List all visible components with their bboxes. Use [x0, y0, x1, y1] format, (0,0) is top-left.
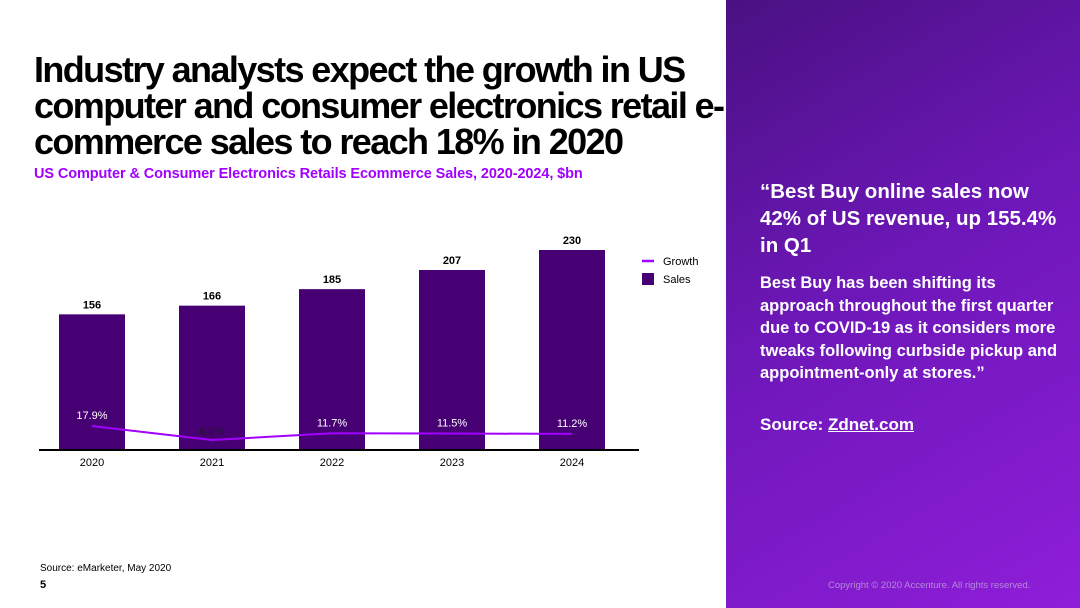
- growth-label-2022: 11.7%: [317, 417, 348, 429]
- quote-source-link[interactable]: Zdnet.com: [828, 415, 914, 434]
- quote-source-label: Source:: [760, 415, 829, 434]
- sales-bar-2020: [59, 314, 125, 450]
- quote-source: Source: Zdnet.com: [760, 415, 1060, 435]
- sales-growth-chart: 156 2020 166 2021 185 2022 207 2023 230 2024 17.9%…: [39, 235, 698, 469]
- quote-title: “Best Buy online sales now 42% of US rev…: [760, 180, 1057, 257]
- growth-label-2020: 17.9%: [76, 410, 107, 422]
- sales-bar-2021: [179, 305, 245, 450]
- copyright-notice: Copyright © 2020 Accenture. All rights r…: [828, 580, 1031, 591]
- growth-label-2023: 11.5%: [437, 418, 468, 430]
- sales-bar-2022: [299, 289, 365, 450]
- page-number: 5: [40, 579, 47, 591]
- chart-subtitle: US Computer & Consumer Electronics Retai…: [34, 166, 583, 182]
- sales-bar-2024: [539, 250, 605, 450]
- legend-sales-label: Sales: [663, 274, 691, 286]
- growth-label-2024: 11.2%: [557, 418, 588, 430]
- x-tick-label-2023: 2023: [440, 457, 464, 469]
- x-tick-label-2024: 2024: [560, 457, 584, 469]
- x-tick-label-2021: 2021: [200, 457, 224, 469]
- growth-label-2021: 6.0%: [199, 426, 224, 438]
- sales-value-label-2021: 166: [203, 291, 221, 303]
- sales-value-label-2023: 207: [443, 255, 461, 267]
- sales-value-label-2022: 185: [323, 274, 341, 286]
- source-note: Source: eMarketer, May 2020: [40, 563, 172, 574]
- growth-line: [91, 425, 573, 442]
- x-tick-label-2022: 2022: [320, 457, 344, 469]
- sales-value-label-2024: 230: [563, 235, 581, 247]
- sales-bar-2023: [419, 270, 485, 450]
- quote-panel: “Best Buy online sales now 42% of US rev…: [726, 0, 1080, 608]
- legend-sales-swatch: [642, 273, 654, 285]
- sales-value-label-2020: 156: [83, 299, 101, 311]
- headline: Industry analysts expect the growth in U…: [34, 49, 725, 162]
- x-tick-label-2020: 2020: [80, 457, 104, 469]
- quote-body: Best Buy has been shifting its approach …: [760, 274, 1058, 382]
- legend-growth-label: Growth: [663, 256, 698, 268]
